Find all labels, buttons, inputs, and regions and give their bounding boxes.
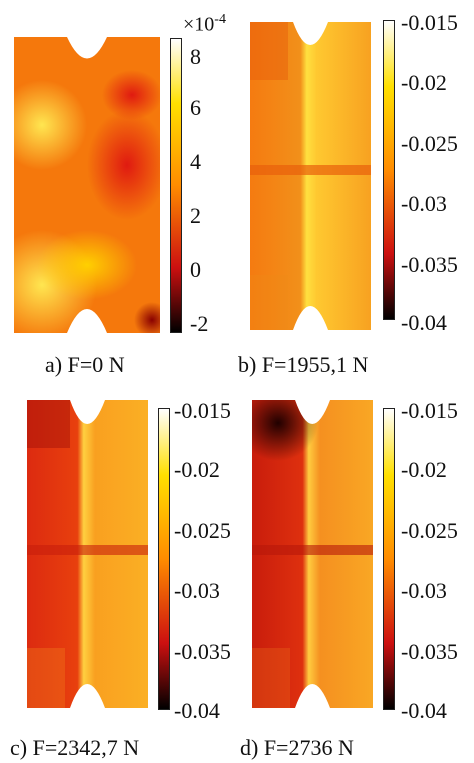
colorbar-tick-b-4: -0.035 <box>401 252 458 277</box>
specimen-field-a <box>14 37 160 333</box>
colorbar-tick-d-0: -0.015 <box>401 398 458 423</box>
colorbar-tick-b-1: -0.02 <box>401 70 447 95</box>
colorbar-c <box>158 408 170 710</box>
colorbar-tick-d-5: -0.04 <box>401 698 447 723</box>
colorbar-tick-a-8: 8 <box>190 44 201 69</box>
caption-b: b) F=1955,1 N <box>238 352 369 377</box>
colorbar-tick-b-0: -0.015 <box>401 10 458 35</box>
colorbar-tick-c-0: -0.015 <box>174 398 231 423</box>
colorbar-b <box>383 20 395 320</box>
colorbar-tick-b-3: -0.03 <box>401 191 447 216</box>
colorbar-tick-d-1: -0.02 <box>401 457 447 482</box>
colorbar-tick-a-neg2: -2 <box>190 311 209 336</box>
colorbar-tick-a-0: 0 <box>190 257 201 282</box>
colorbar-exponent-a: ×10-4 <box>183 12 226 36</box>
colorbar-tick-c-2: -0.025 <box>174 518 231 543</box>
colorbar-tick-a-6: 6 <box>190 95 201 120</box>
specimen-field-b <box>250 22 371 330</box>
caption-a: a) F=0 N <box>45 352 125 377</box>
colorbar-tick-a-4: 4 <box>190 149 201 174</box>
colorbar-d <box>383 408 395 710</box>
colorbar-tick-c-4: -0.035 <box>174 639 231 664</box>
colorbar-tick-b-2: -0.025 <box>401 131 458 156</box>
colorbar-tick-c-5: -0.04 <box>174 698 220 723</box>
colorbar-tick-d-3: -0.03 <box>401 578 447 603</box>
specimen-field-c <box>27 400 148 708</box>
colorbar-tick-c-1: -0.02 <box>174 457 220 482</box>
colorbar-tick-a-2: 2 <box>190 203 201 228</box>
colorbar-tick-b-5: -0.04 <box>401 310 447 335</box>
colorbar-tick-d-2: -0.025 <box>401 518 458 543</box>
caption-c: c) F=2342,7 N <box>10 735 140 760</box>
colorbar-a <box>170 38 182 333</box>
specimen-field-d <box>252 400 373 708</box>
colorbar-tick-c-3: -0.03 <box>174 578 220 603</box>
colorbar-tick-d-4: -0.035 <box>401 639 458 664</box>
caption-d: d) F=2736 N <box>240 735 354 760</box>
